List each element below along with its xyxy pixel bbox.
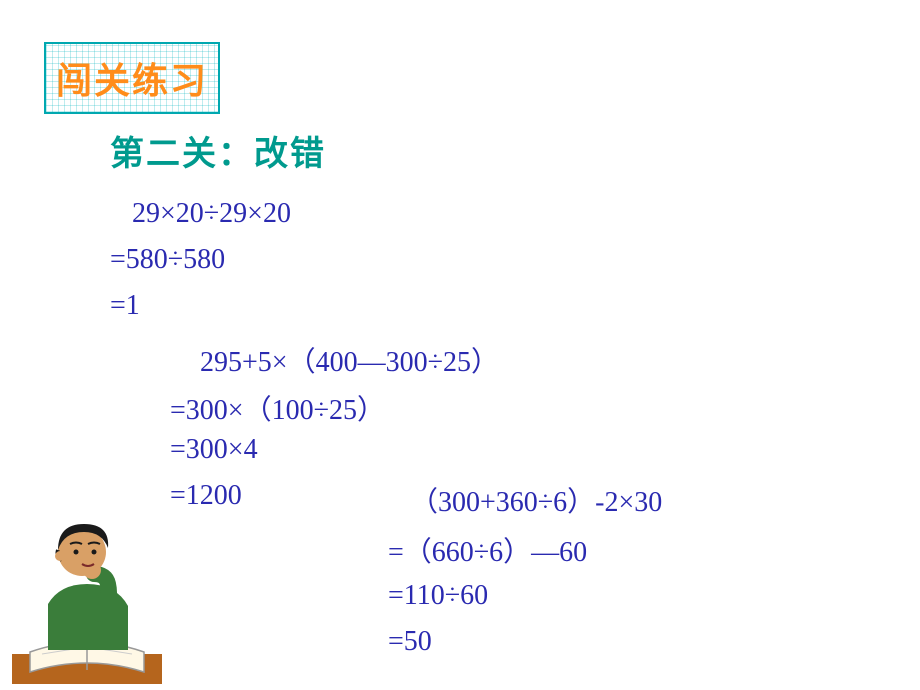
math-line-3: 295+5×（400—300÷25） bbox=[200, 340, 499, 380]
math-line-6: =1200 bbox=[170, 480, 242, 512]
math-line-0: 29×20÷29×20 bbox=[132, 198, 291, 230]
level-subtitle: 第二关：改错 bbox=[110, 126, 326, 175]
math-line-1: =580÷580 bbox=[110, 244, 225, 276]
student-ear bbox=[55, 551, 65, 561]
math-line-10: =50 bbox=[388, 626, 432, 658]
eye bbox=[74, 550, 79, 555]
math-line-8: =（660÷6）—60 bbox=[388, 530, 587, 570]
math-line-4: =300×（100÷25） bbox=[170, 388, 385, 428]
eye bbox=[92, 550, 97, 555]
math-line-9: =110÷60 bbox=[388, 580, 488, 612]
student-illustration bbox=[12, 514, 162, 684]
practice-badge: 闯关练习 bbox=[44, 42, 220, 114]
math-line-5: =300×4 bbox=[170, 434, 258, 466]
math-line-2: =1 bbox=[110, 290, 140, 322]
math-line-7: （300+360÷6）-2×30 bbox=[410, 480, 662, 520]
